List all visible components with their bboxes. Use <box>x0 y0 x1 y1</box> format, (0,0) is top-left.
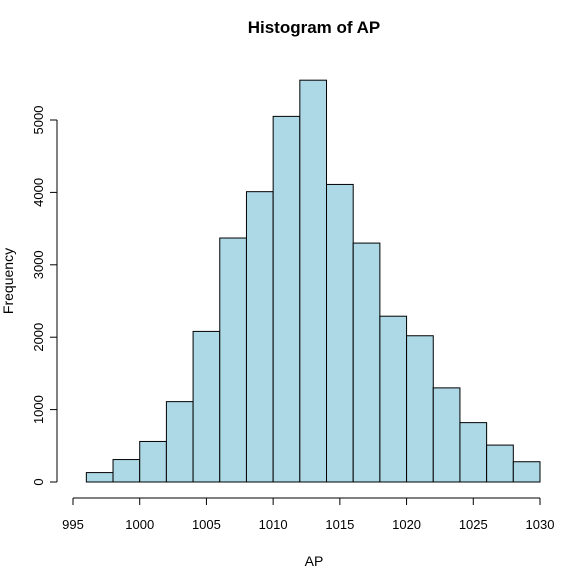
y-axis-label: Frequency <box>0 248 16 314</box>
x-axis-label: AP <box>305 553 324 569</box>
bar-996-998 <box>85 472 114 483</box>
x-tick-label-1010: 1010 <box>259 517 288 532</box>
y-tick-label-4000: 4000 <box>31 178 46 207</box>
x-tick-label-1005: 1005 <box>192 517 221 532</box>
bar-1010-1012 <box>272 115 301 483</box>
y-tick-label-3000: 3000 <box>31 250 46 279</box>
y-tick-label-1000: 1000 <box>31 395 46 424</box>
bar-998-1000 <box>112 459 141 483</box>
bar-1024-1026 <box>459 422 488 483</box>
bar-1014-1016 <box>326 183 354 483</box>
bars-group <box>85 79 541 483</box>
bar-1016-1018 <box>352 242 381 483</box>
x-tick-label-1000: 1000 <box>125 517 154 532</box>
x-tick-label-1015: 1015 <box>325 517 354 532</box>
x-tick-label-1020: 1020 <box>392 517 421 532</box>
bar-1002-1004 <box>165 401 194 483</box>
chart-title: Histogram of AP <box>248 18 381 37</box>
y-axis: 0 1000 2000 3000 4000 5000 <box>31 106 58 486</box>
bar-1012-1014 <box>299 79 328 483</box>
bar-1004-1006 <box>192 330 221 483</box>
x-tick-label-1025: 1025 <box>459 517 488 532</box>
y-tick-label-0: 0 <box>31 478 46 485</box>
bar-1026-1028 <box>486 444 514 483</box>
x-tick-label-1030: 1030 <box>526 517 555 532</box>
bar-1022-1024 <box>432 387 461 483</box>
x-axis: 995 1000 1005 1010 1015 1020 1025 1030 <box>62 497 555 532</box>
x-tick-label-995: 995 <box>62 517 84 532</box>
bar-1020-1022 <box>406 335 434 483</box>
bar-1008-1010 <box>245 191 274 483</box>
y-tick-label-5000: 5000 <box>31 106 46 135</box>
bar-1000-1002 <box>139 440 167 483</box>
y-tick-label-2000: 2000 <box>31 323 46 352</box>
bar-1028-1030 <box>512 461 541 483</box>
bar-1006-1008 <box>219 237 247 483</box>
bar-1018-1020 <box>379 315 408 483</box>
